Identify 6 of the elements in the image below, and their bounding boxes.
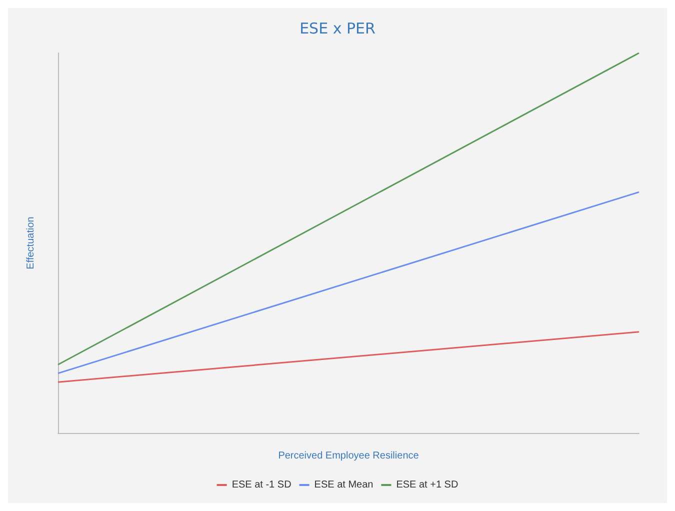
x-axis-title: Perceived Employee Resilience	[278, 450, 420, 462]
y-axis-title: Effectuation	[26, 216, 36, 270]
chart-title: ESE x PER	[300, 20, 376, 38]
legend-label: ESE at Mean	[314, 480, 374, 490]
legend-label: ESE at +1 SD	[396, 480, 458, 490]
legend-label: ESE at -1 SD	[232, 480, 292, 490]
